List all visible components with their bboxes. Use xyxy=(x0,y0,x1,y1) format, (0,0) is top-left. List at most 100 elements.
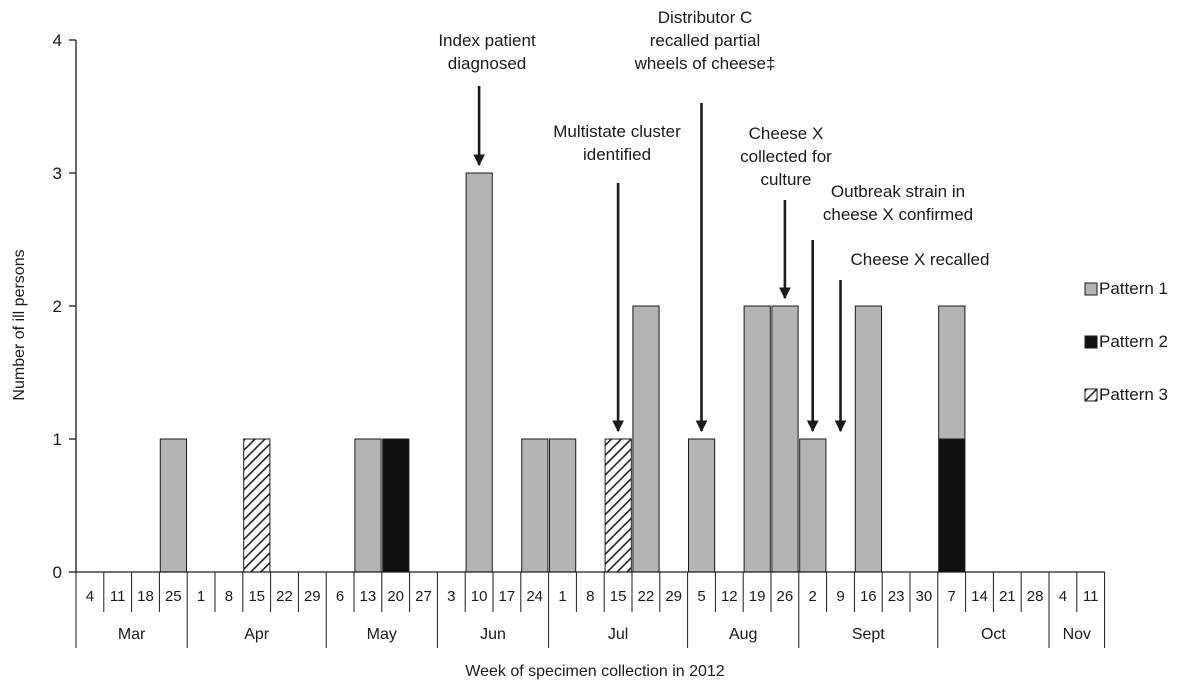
x-tick-label-26: 2 xyxy=(809,588,817,605)
bar-pattern-1-17 xyxy=(549,438,577,573)
month-label-aug: Aug xyxy=(729,626,757,643)
x-tick-label-35: 4 xyxy=(1059,588,1067,605)
x-tick-label-18: 8 xyxy=(586,588,594,605)
annotation-3-line-0: Cheese X xyxy=(749,124,824,143)
annotations-layer: Index patient diagnosed Multistate cluster… xyxy=(438,8,990,433)
annotation-4: Outbreak strain in cheese X confirmed xyxy=(806,182,973,433)
x-tick-label-25: 26 xyxy=(777,588,794,605)
annotation-2-line-0: Distributor C xyxy=(658,8,752,27)
annotation-3: Cheese X collected for culture xyxy=(740,124,832,300)
legend-label-1: Pattern 2 xyxy=(1099,332,1168,351)
x-tick-label-16: 24 xyxy=(526,588,543,605)
annotation-4-line-1: cheese X confirmed xyxy=(823,205,973,224)
annotation-2-line-1: recalled partial xyxy=(650,31,761,50)
legend-label-2: Pattern 3 xyxy=(1099,385,1168,404)
month-label-jul: Jul xyxy=(608,626,628,643)
month-label-apr: Apr xyxy=(244,626,270,643)
x-tick-label-29: 23 xyxy=(888,588,905,605)
x-tick-label-22: 5 xyxy=(697,588,705,605)
y-axis-title: Number of ill persons xyxy=(11,249,28,400)
x-tick-label-28: 16 xyxy=(860,588,877,605)
x-tick-label-14: 10 xyxy=(471,588,488,605)
month-label-mar: Mar xyxy=(118,626,146,643)
x-tick-label-12: 27 xyxy=(415,588,432,605)
month-label-may: May xyxy=(367,626,397,643)
x-tick-label-2: 18 xyxy=(137,588,154,605)
bar-pattern-3-19 xyxy=(604,438,632,573)
legend-swatch-2 xyxy=(1084,388,1098,402)
legend-swatch-1 xyxy=(1084,335,1098,349)
x-tick-label-10: 13 xyxy=(360,588,377,605)
x-tick-label-1: 11 xyxy=(110,588,126,605)
bar-pattern-1-14 xyxy=(465,172,493,573)
x-tick-label-15: 17 xyxy=(499,588,516,605)
annotation-3-line-1: collected for xyxy=(740,147,832,166)
x-tick-label-27: 9 xyxy=(836,588,844,605)
legend-item-2: Pattern 3 xyxy=(1084,385,1168,404)
bars-layer xyxy=(159,172,966,573)
annotation-2: Distributor C recalled partial wheels of c… xyxy=(634,8,776,433)
annotation-4-line-0: Outbreak strain in xyxy=(831,182,965,201)
bar-pattern-1-10 xyxy=(354,438,382,573)
x-tick-label-4: 1 xyxy=(197,588,205,605)
legend-label-0: Pattern 1 xyxy=(1099,279,1168,298)
x-axis-title: Week of specimen collection in 2012 xyxy=(465,663,725,680)
annotation-5-line-0: Cheese X recalled xyxy=(851,250,990,269)
bar-pattern-1-16 xyxy=(521,438,549,573)
x-tick-label-7: 22 xyxy=(276,588,293,605)
annotation-5: Cheese X recalled xyxy=(834,250,990,433)
bar-pattern-2-11 xyxy=(382,438,410,573)
y-tick-label-3: 3 xyxy=(53,164,62,183)
bar-pattern-1-24 xyxy=(743,305,771,573)
month-label-jun: Jun xyxy=(480,626,506,643)
x-tick-label-34: 28 xyxy=(1027,588,1044,605)
y-tick-label-4: 4 xyxy=(53,31,62,50)
x-tick-label-24: 19 xyxy=(749,588,766,605)
x-tick-label-30: 30 xyxy=(916,588,933,605)
x-tick-label-8: 29 xyxy=(304,588,321,605)
bar-pattern-3-6 xyxy=(243,438,271,573)
x-tick-label-31: 7 xyxy=(948,588,956,605)
x-tick-label-0: 4 xyxy=(86,588,94,605)
legend: Pattern 1 Pattern 2 Pattern 3 xyxy=(1084,279,1168,404)
bar-pattern-1-22 xyxy=(688,438,716,573)
annotation-1: Multistate cluster identified xyxy=(553,122,681,433)
annotation-0-line-1: diagnosed xyxy=(448,54,526,73)
x-tick-label-6: 15 xyxy=(248,588,265,605)
annotation-1-line-0: Multistate cluster xyxy=(553,122,681,141)
x-tick-label-33: 21 xyxy=(999,588,1016,605)
annotation-3-line-2: culture xyxy=(760,170,811,189)
legend-swatch-0 xyxy=(1084,282,1098,296)
x-tick-label-32: 14 xyxy=(971,588,988,605)
legend-item-1: Pattern 2 xyxy=(1084,332,1168,351)
bar-pattern-1-25 xyxy=(771,305,799,573)
y-tick-label-2: 2 xyxy=(53,297,62,316)
bar-pattern-2-31 xyxy=(938,438,966,573)
x-tick-label-9: 6 xyxy=(336,588,344,605)
x-tick-label-11: 20 xyxy=(387,588,404,605)
x-tick-label-20: 22 xyxy=(638,588,655,605)
annotation-1-line-1: identified xyxy=(583,145,651,164)
x-tick-label-21: 29 xyxy=(665,588,682,605)
bar-pattern-1-26 xyxy=(799,438,827,573)
bar-pattern-1-20 xyxy=(632,305,660,573)
x-tick-label-13: 3 xyxy=(447,588,455,605)
x-tick-label-3: 25 xyxy=(165,588,182,605)
month-label-sept: Sept xyxy=(852,626,885,643)
month-label-oct: Oct xyxy=(981,626,1006,643)
x-tick-label-17: 1 xyxy=(558,588,566,605)
x-tick-label-19: 15 xyxy=(610,588,627,605)
legend-item-0: Pattern 1 xyxy=(1084,279,1168,298)
bar-pattern-1-3 xyxy=(159,438,188,573)
x-tick-label-5: 8 xyxy=(225,588,233,605)
month-label-nov: Nov xyxy=(1063,626,1091,643)
annotation-0: Index patient diagnosed xyxy=(438,31,536,167)
annotation-0-line-0: Index patient xyxy=(438,31,536,50)
x-tick-label-23: 12 xyxy=(721,588,738,605)
bar-pattern-1-28 xyxy=(854,305,882,573)
x-tick-label-36: 11 xyxy=(1083,588,1099,605)
annotation-2-line-2: wheels of cheese‡ xyxy=(634,54,776,73)
y-tick-label-1: 1 xyxy=(53,430,62,449)
